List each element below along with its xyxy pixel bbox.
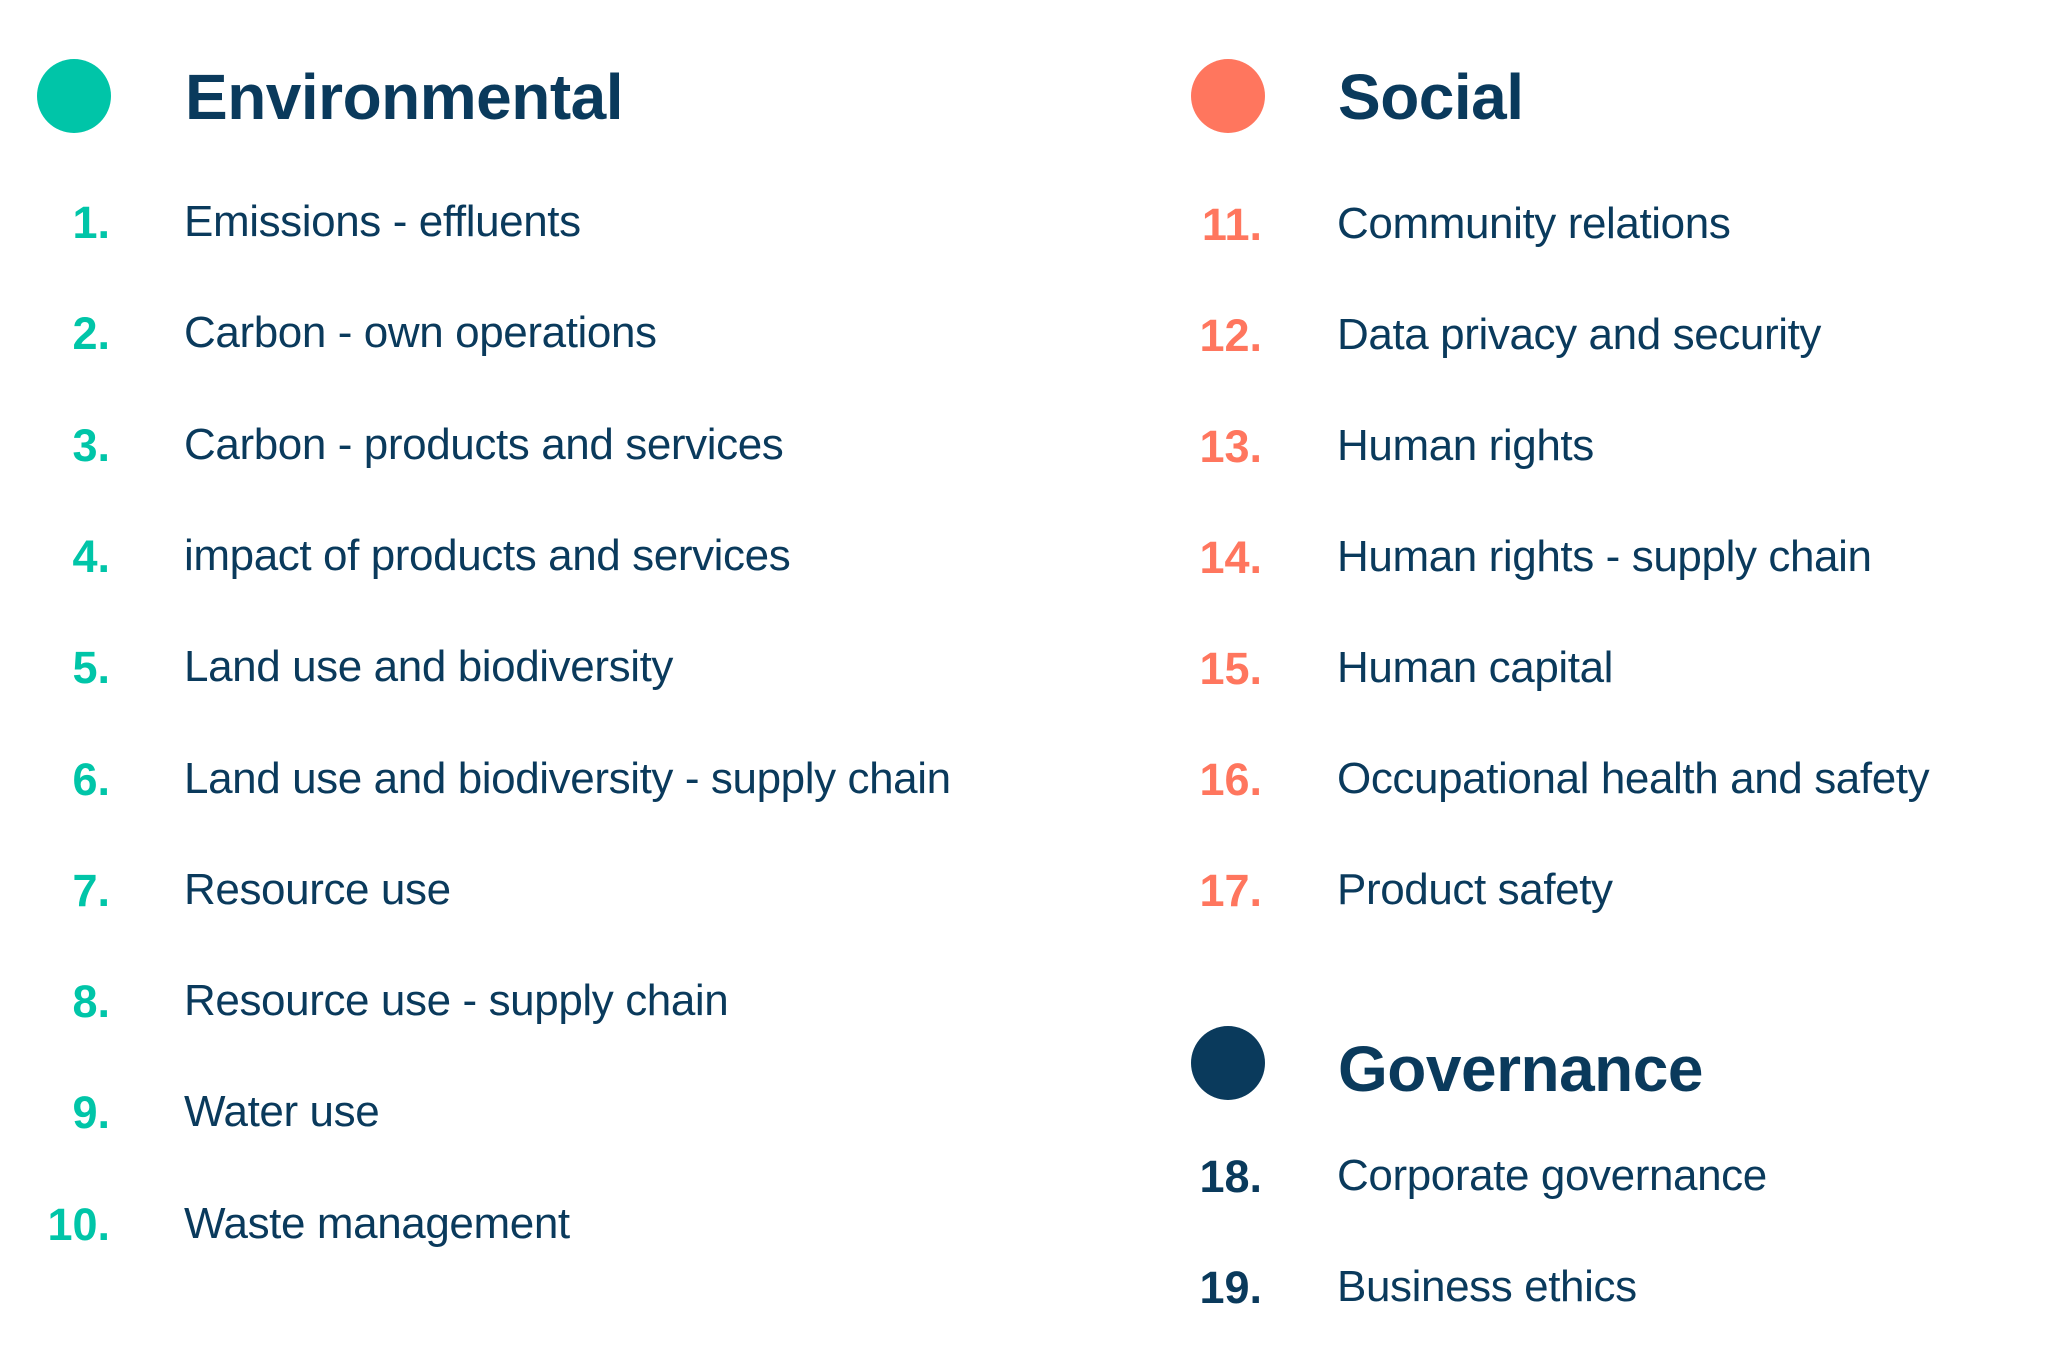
- item-label: Emissions - effluents: [184, 197, 581, 246]
- item-label: Carbon - products and services: [184, 420, 784, 469]
- list-item: 4. impact of products and services: [0, 534, 1150, 580]
- item-number: 5.: [72, 642, 110, 693]
- item-number: 8.: [72, 976, 110, 1027]
- item-number: 11.: [1201, 199, 1262, 250]
- list-item: 6. Land use and biodiversity - supply ch…: [0, 757, 1150, 803]
- social-header: Social: [1150, 0, 2048, 133]
- teal-circle-icon: [37, 59, 111, 133]
- navy-circle-icon: [1191, 1026, 1265, 1100]
- list-item: 3. Carbon - products and services: [0, 423, 1150, 469]
- governance-title: Governance: [1338, 1033, 1703, 1105]
- list-item: 10. Waste management: [0, 1202, 1150, 1248]
- item-number: 16.: [1199, 754, 1262, 805]
- governance-header: Governance: [1150, 970, 2048, 1101]
- item-number: 12.: [1199, 310, 1262, 361]
- list-item: 15. Human capital: [1150, 646, 2048, 692]
- environmental-title: Environmental: [185, 61, 624, 133]
- item-label: Community relations: [1337, 199, 1731, 248]
- item-number: 17.: [1199, 865, 1262, 916]
- item-label: Product safety: [1337, 865, 1613, 914]
- list-item: 16. Occupational health and safety: [1150, 757, 2048, 803]
- item-label: Occupational health and safety: [1337, 754, 1930, 803]
- item-label: Corporate governance: [1337, 1151, 1767, 1200]
- item-number: 15.: [1199, 643, 1262, 694]
- list-item: 8. Resource use - supply chain: [0, 979, 1150, 1025]
- environmental-section: Environmental 1. Emissions - effluents 2…: [0, 0, 1150, 1248]
- item-number: 13.: [1199, 421, 1262, 472]
- item-label: Resource use - supply chain: [184, 976, 729, 1025]
- item-number: 4.: [72, 531, 110, 582]
- item-label: Water use: [184, 1087, 380, 1136]
- item-label: Human rights: [1337, 421, 1594, 470]
- item-number: 1.: [72, 197, 110, 248]
- social-governance-column: Social 11. Community relations 12. Data …: [1150, 0, 2048, 1356]
- item-label: Human capital: [1337, 643, 1614, 692]
- coral-circle-icon: [1191, 59, 1265, 133]
- environmental-header: Environmental: [0, 0, 1150, 133]
- item-label: impact of products and services: [184, 531, 791, 580]
- list-item: 5. Land use and biodiversity: [0, 645, 1150, 691]
- list-item: 2. Carbon - own operations: [0, 311, 1150, 357]
- social-title: Social: [1338, 61, 1524, 133]
- item-number: 18.: [1199, 1151, 1262, 1202]
- list-item: 12. Data privacy and security: [1150, 313, 2048, 359]
- item-number: 14.: [1199, 532, 1262, 583]
- list-item: 13. Human rights: [1150, 424, 2048, 470]
- item-label: Waste management: [184, 1199, 570, 1248]
- list-item: 7. Resource use: [0, 868, 1150, 914]
- item-number: 10.: [47, 1199, 110, 1250]
- list-item: 19. Business ethics: [1150, 1265, 2048, 1311]
- item-number: 19.: [1199, 1262, 1262, 1313]
- item-label: Data privacy and security: [1337, 310, 1821, 359]
- list-item: 18. Corporate governance: [1150, 1154, 2048, 1200]
- item-label: Land use and biodiversity: [184, 642, 673, 691]
- item-label: Land use and biodiversity - supply chain: [184, 754, 951, 803]
- item-label: Resource use: [184, 865, 451, 914]
- list-item: 17. Product safety: [1150, 868, 2048, 914]
- item-label: Carbon - own operations: [184, 308, 657, 357]
- item-number: 9.: [72, 1087, 110, 1138]
- item-label: Human rights - supply chain: [1337, 532, 1872, 581]
- list-item: 1. Emissions - effluents: [0, 200, 1150, 246]
- item-number: 6.: [72, 754, 110, 805]
- list-item: 9. Water use: [0, 1090, 1150, 1136]
- item-number: 2.: [72, 308, 110, 359]
- list-item: 11. Community relations: [1150, 202, 2048, 248]
- item-number: 3.: [72, 420, 110, 471]
- item-label: Business ethics: [1337, 1262, 1637, 1311]
- list-item: 14. Human rights - supply chain: [1150, 535, 2048, 581]
- item-number: 7.: [72, 865, 110, 916]
